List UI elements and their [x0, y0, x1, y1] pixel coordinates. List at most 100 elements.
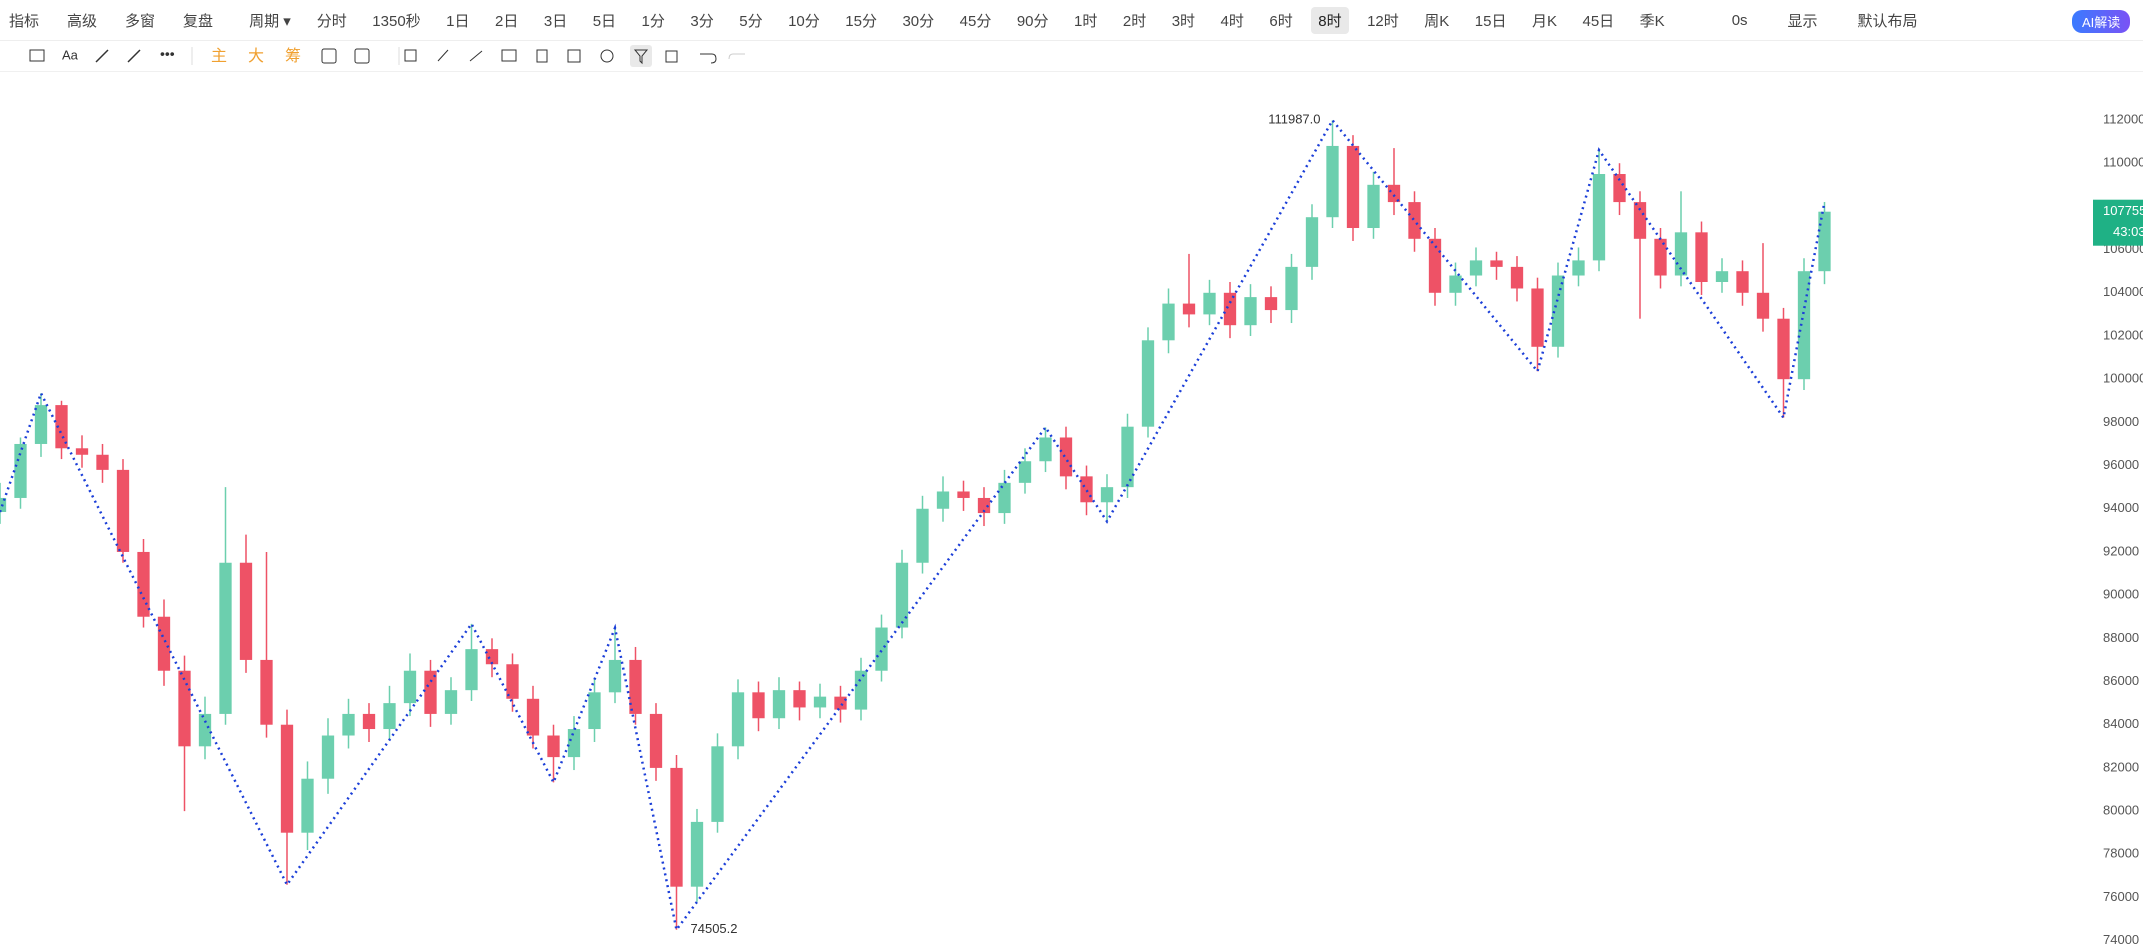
period-item[interactable]: 2日: [495, 12, 519, 30]
period-item[interactable]: 3日: [543, 12, 568, 30]
period-item[interactable]: 12时: [1367, 12, 1399, 30]
filter-tool[interactable]: [633, 49, 649, 65]
right-tool[interactable]: 0s: [1731, 11, 1748, 29]
candle-body: [1121, 426, 1134, 488]
period-item[interactable]: 90分: [1016, 12, 1049, 30]
period-item[interactable]: 月K: [1531, 12, 1557, 30]
period-item[interactable]: 分时: [316, 12, 347, 30]
period-item[interactable]: 5分: [739, 12, 763, 30]
candle-body: [1162, 303, 1175, 341]
period-item[interactable]: 15日: [1474, 12, 1507, 30]
period-item[interactable]: 15分: [845, 12, 877, 30]
candle-body: [1592, 174, 1606, 261]
y-tick-label: 104000: [2103, 284, 2143, 299]
y-tick-label: 92000: [2103, 543, 2139, 558]
candle-body: [1777, 318, 1790, 380]
period-item[interactable]: 1350秒: [372, 12, 421, 30]
tool-icon[interactable]: [469, 50, 483, 62]
tool-icon[interactable]: [437, 49, 449, 62]
rect-tool[interactable]: [29, 49, 45, 62]
text-tool[interactable]: Aa: [62, 47, 79, 62]
candle-body: [1428, 238, 1442, 293]
candle-body: [1203, 292, 1216, 315]
period-item[interactable]: 10分: [788, 12, 820, 30]
candle-body: [1326, 145, 1339, 218]
y-tick-label: 94000: [2103, 500, 2139, 515]
undo-tool[interactable]: [700, 53, 717, 64]
countdown: 43:03: [2113, 224, 2143, 239]
period-item[interactable]: 1分: [641, 12, 665, 30]
tool-icon[interactable]: [567, 49, 581, 63]
period-item[interactable]: 季K: [1639, 12, 1665, 30]
price-chart: 74000 76000 78000 80000 82000 84000 86000 88000…: [0, 111, 2143, 945]
indicator-tool: 筹: [285, 47, 301, 65]
period-item[interactable]: 周K: [1424, 12, 1450, 30]
right-tools: 0s 显示 默认布局: [1732, 10, 1918, 31]
period-item[interactable]: 5日: [592, 12, 617, 30]
candle-body: [116, 469, 130, 552]
candle-body: [1613, 174, 1626, 203]
left-tool[interactable]: 多窗: [125, 12, 156, 30]
tool-icon[interactable]: [354, 48, 370, 64]
drawing-icons: Aa ••• 主 大 筹: [29, 45, 745, 67]
candle-body: [1305, 217, 1319, 267]
candle-body: [711, 746, 724, 822]
period-item[interactable]: 45日: [1582, 12, 1615, 30]
candle-body: [1633, 202, 1647, 239]
candle-body: [690, 821, 704, 887]
redo-tool[interactable]: [728, 53, 745, 60]
period-item[interactable]: 2时: [1122, 12, 1147, 30]
candle-body: [649, 713, 663, 768]
period-item[interactable]: 3分: [690, 12, 714, 30]
extreme-label: 111987.0: [1268, 112, 1320, 127]
indicator-tool: 主: [211, 47, 227, 65]
period-item[interactable]: 1时: [1074, 12, 1098, 30]
candle-body: [198, 713, 212, 747]
period-item[interactable]: 3时: [1171, 12, 1196, 30]
period-menu[interactable]: 周期 ▾: [249, 12, 291, 30]
period-item[interactable]: 6时: [1269, 12, 1293, 30]
candle-body: [834, 696, 847, 710]
candle-body: [34, 405, 48, 444]
right-tool[interactable]: 默认布局: [1857, 12, 1918, 30]
y-tick-label: 82000: [2103, 759, 2139, 774]
period-item[interactable]: 30分: [902, 12, 935, 30]
candle-body: [998, 482, 1011, 514]
candle-body: [1449, 275, 1462, 293]
y-tick-label: 112000: [2103, 111, 2143, 126]
period-item[interactable]: 4时: [1220, 12, 1244, 30]
candle-body: [321, 735, 335, 779]
left-tool[interactable]: 高级: [67, 12, 98, 30]
candle-body: [526, 698, 540, 736]
left-tool[interactable]: 复盘: [183, 12, 214, 30]
candle-body: [547, 735, 560, 758]
tool-icon[interactable]: [536, 49, 548, 63]
tool-icon[interactable]: [501, 49, 517, 62]
period-item[interactable]: 45分: [959, 12, 992, 30]
candle-body: [1018, 461, 1032, 483]
right-tool[interactable]: 显示: [1787, 12, 1818, 30]
candle-body: [55, 405, 68, 449]
line-tool[interactable]: [95, 49, 109, 63]
candle-body: [157, 616, 171, 671]
candle-body: [342, 713, 355, 736]
candle-body: [772, 690, 786, 719]
left-tool[interactable]: 指标: [9, 12, 40, 30]
ray-tool[interactable]: [127, 49, 141, 63]
delete-tool[interactable]: [665, 50, 678, 63]
tool-icon[interactable]: [600, 49, 614, 63]
y-tick-label: 78000: [2103, 846, 2139, 861]
candle-body: [75, 448, 89, 455]
left-tools: 指标 高级 多窗 复盘: [2, 7, 220, 34]
candle-body: [424, 670, 437, 714]
tool-icon[interactable]: [404, 49, 417, 62]
more-tool[interactable]: •••: [160, 46, 175, 62]
tool-icon[interactable]: [321, 48, 337, 64]
candle-body: [1244, 297, 1257, 326]
period-item[interactable]: 8时: [1311, 6, 1349, 34]
candle-body: [895, 562, 909, 628]
period-item[interactable]: 1日: [446, 12, 470, 30]
candle-body: [1674, 232, 1688, 276]
ai-button[interactable]: AI解读: [2072, 10, 2131, 33]
